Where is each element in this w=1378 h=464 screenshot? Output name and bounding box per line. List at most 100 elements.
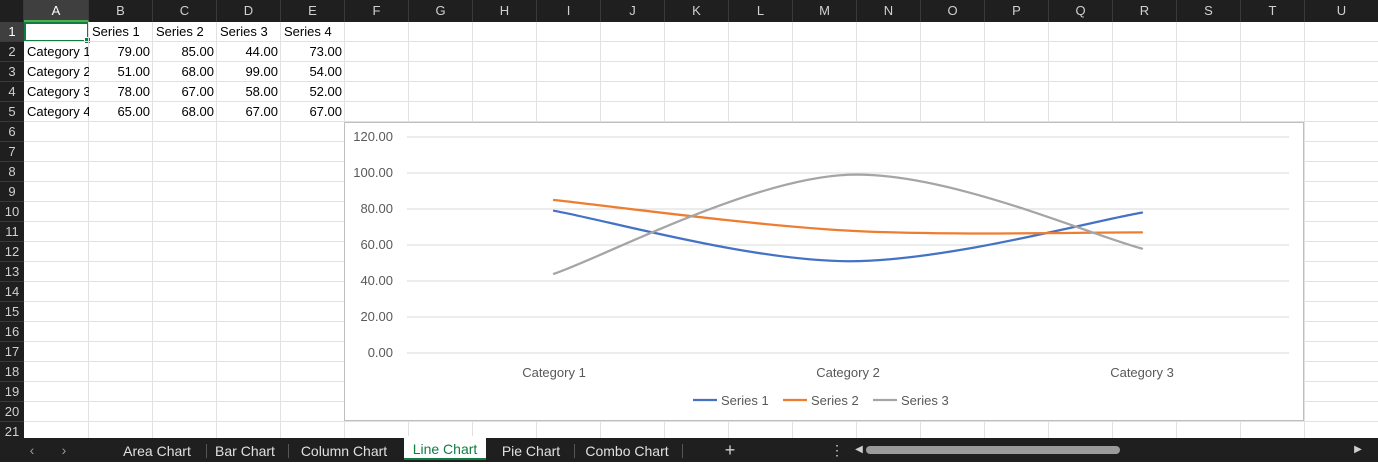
column-header-i[interactable]: I — [537, 0, 601, 22]
row-header-19[interactable]: 19 — [0, 382, 24, 402]
cell-b1[interactable]: Series 1 — [92, 24, 140, 39]
sheet-tab-bar: ‹ › Area Chart Bar Chart Column Chart Li… — [0, 436, 1378, 462]
tab-nav-prev-icon[interactable]: ‹ — [29, 442, 35, 458]
column-header-s[interactable]: S — [1177, 0, 1241, 22]
cell-b2[interactable]: 79.00 — [117, 44, 150, 59]
row-header-12[interactable]: 12 — [0, 242, 24, 262]
tab-bar-chart[interactable]: Bar Chart — [215, 443, 275, 459]
cell-d4[interactable]: 58.00 — [245, 84, 278, 99]
cell-c4[interactable]: 67.00 — [181, 84, 214, 99]
column-header-e[interactable]: E — [281, 0, 345, 22]
column-header-j[interactable]: J — [601, 0, 665, 22]
column-header-b[interactable]: B — [89, 0, 153, 22]
row-header-16[interactable]: 16 — [0, 322, 24, 342]
tab-combo-chart[interactable]: Combo Chart — [585, 443, 669, 459]
column-header-a[interactable]: A — [24, 0, 89, 22]
cell-e1[interactable]: Series 4 — [284, 24, 332, 39]
gridline-horizontal — [24, 121, 1378, 122]
line-chart[interactable]: 0.00 20.00 40.00 60.00 80.00 100.00 120.00 Cate… — [344, 122, 1304, 421]
cell-d3[interactable]: 99.00 — [245, 64, 278, 79]
scroll-right-icon[interactable]: ▶ — [1354, 444, 1362, 455]
cell-d1[interactable]: Series 3 — [220, 24, 268, 39]
cell-a5[interactable]: Category 4 — [27, 104, 89, 119]
cell-e4[interactable]: 52.00 — [309, 84, 342, 99]
gridline-vertical — [216, 22, 217, 438]
tab-column-chart[interactable]: Column Chart — [300, 443, 388, 459]
row-header-8[interactable]: 8 — [0, 162, 24, 182]
row-header-18[interactable]: 18 — [0, 362, 24, 382]
row-header-17[interactable]: 17 — [0, 342, 24, 362]
y-tick-label: 20.00 — [360, 309, 393, 324]
row-header-6[interactable]: 6 — [0, 122, 24, 142]
column-header-l[interactable]: L — [729, 0, 793, 22]
cell-a4[interactable]: Category 3 — [27, 84, 89, 99]
row-header-20[interactable]: 20 — [0, 402, 24, 422]
select-all-corner[interactable] — [0, 0, 24, 22]
series-line-3 — [552, 173, 1144, 275]
cell-c5[interactable]: 68.00 — [181, 104, 214, 119]
y-tick-label: 80.00 — [360, 201, 393, 216]
tab-nav-next-icon[interactable]: › — [61, 442, 67, 458]
cell-d2[interactable]: 44.00 — [245, 44, 278, 59]
tab-separator — [574, 444, 575, 458]
gridline-vertical — [152, 22, 153, 438]
x-tick-label: Category 3 — [1110, 365, 1174, 380]
horizontal-scrollbar-thumb[interactable] — [866, 446, 1120, 454]
row-header-11[interactable]: 11 — [0, 222, 24, 242]
column-header-t[interactable]: T — [1241, 0, 1305, 22]
y-tick-label: 60.00 — [360, 237, 393, 252]
row-header-2[interactable]: 2 — [0, 42, 24, 62]
cell-e5[interactable]: 67.00 — [309, 104, 342, 119]
row-header-14[interactable]: 14 — [0, 282, 24, 302]
row-header-1[interactable]: 1 — [0, 22, 24, 42]
legend-label-3: Series 3 — [901, 393, 949, 408]
row-header-13[interactable]: 13 — [0, 262, 24, 282]
series-line-2 — [552, 198, 1144, 235]
scroll-left-icon[interactable]: ◀ — [855, 444, 863, 455]
cell-c3[interactable]: 68.00 — [181, 64, 214, 79]
cell-c1[interactable]: Series 2 — [156, 24, 204, 39]
column-header-g[interactable]: G — [409, 0, 473, 22]
tab-area-chart[interactable]: Area Chart — [123, 443, 191, 459]
cell-a2[interactable]: Category 1 — [27, 44, 89, 59]
row-header-4[interactable]: 4 — [0, 82, 24, 102]
column-header-o[interactable]: O — [921, 0, 985, 22]
column-header-f[interactable]: F — [345, 0, 409, 22]
cell-a3[interactable]: Category 2 — [27, 64, 89, 79]
column-header-k[interactable]: K — [665, 0, 729, 22]
cell-b3[interactable]: 51.00 — [117, 64, 150, 79]
tab-separator — [206, 444, 207, 458]
more-options-icon[interactable]: ⋮ — [830, 442, 844, 458]
y-tick-label: 0.00 — [368, 345, 393, 360]
row-header-9[interactable]: 9 — [0, 182, 24, 202]
cell-d5[interactable]: 67.00 — [245, 104, 278, 119]
tab-line-chart[interactable]: Line Chart — [404, 436, 486, 460]
row-header-15[interactable]: 15 — [0, 302, 24, 322]
gridline-horizontal — [24, 81, 1378, 82]
column-header-r[interactable]: R — [1113, 0, 1177, 22]
column-header-n[interactable]: N — [857, 0, 921, 22]
x-tick-label: Category 2 — [816, 365, 880, 380]
cell-a1[interactable] — [24, 22, 89, 42]
cell-b5[interactable]: 65.00 — [117, 104, 150, 119]
cell-c2[interactable]: 85.00 — [181, 44, 214, 59]
row-header-5[interactable]: 5 — [0, 102, 24, 122]
tab-pie-chart[interactable]: Pie Chart — [501, 443, 561, 459]
add-sheet-icon[interactable]: + — [724, 440, 736, 460]
column-header-p[interactable]: P — [985, 0, 1049, 22]
series-line-1 — [552, 209, 1144, 263]
row-header-3[interactable]: 3 — [0, 62, 24, 82]
column-header-q[interactable]: Q — [1049, 0, 1113, 22]
row-header-7[interactable]: 7 — [0, 142, 24, 162]
column-header-m[interactable]: M — [793, 0, 857, 22]
row-header-10[interactable]: 10 — [0, 202, 24, 222]
cell-e3[interactable]: 54.00 — [309, 64, 342, 79]
gridline-vertical — [1304, 22, 1305, 438]
column-header-d[interactable]: D — [217, 0, 281, 22]
cell-e2[interactable]: 73.00 — [309, 44, 342, 59]
cell-b4[interactable]: 78.00 — [117, 84, 150, 99]
column-header-h[interactable]: H — [473, 0, 537, 22]
column-header-u[interactable]: U — [1305, 0, 1378, 22]
column-header-c[interactable]: C — [153, 0, 217, 22]
